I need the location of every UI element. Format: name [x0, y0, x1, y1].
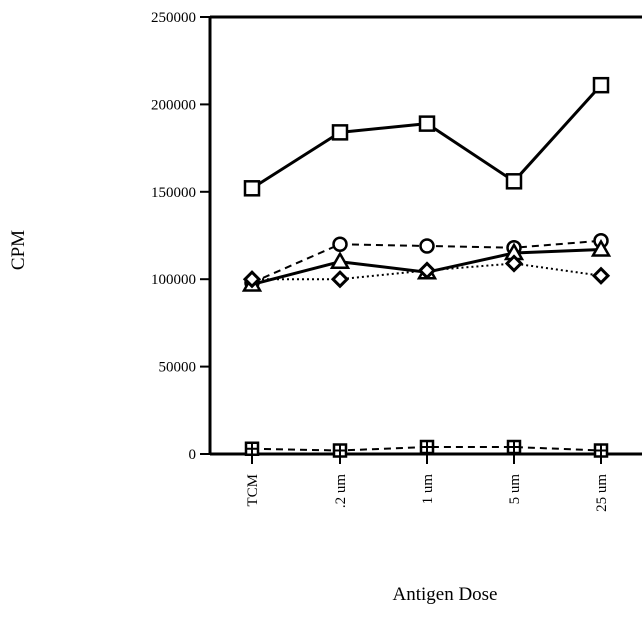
triangle-marker [329, 251, 351, 269]
series-line [251, 84, 603, 190]
crossed-square-marker [593, 443, 609, 458]
x-tick-label: 5 um [507, 474, 523, 505]
y-tick-label: 100000 [151, 272, 196, 288]
plot-frame [208, 15, 642, 456]
series-crossed-square [244, 439, 609, 458]
crossed-square-marker [506, 439, 522, 455]
y-axis-label: CPM [8, 230, 29, 270]
y-tick-label: 150000 [151, 185, 196, 201]
square-marker [243, 180, 261, 197]
y-tick-label: 250000 [151, 10, 196, 26]
y-tick-label: 0 [189, 447, 197, 463]
series-circle [244, 232, 609, 291]
triangle-marker [590, 238, 612, 257]
square-marker [505, 173, 523, 190]
y-tick-label: 50000 [159, 360, 197, 376]
crossed-square-marker [244, 441, 260, 457]
circle-marker [332, 236, 348, 252]
x-tick-label: 1 um [420, 474, 436, 505]
series-line [251, 446, 602, 452]
y-tick-label: 200000 [151, 97, 196, 113]
square-marker [592, 76, 610, 94]
diamond-marker [417, 261, 437, 280]
series-layer [241, 76, 612, 458]
crossed-square-marker [332, 443, 348, 458]
x-tick-label: TCM [245, 474, 261, 507]
diamond-marker [504, 254, 524, 273]
square-marker [331, 124, 349, 141]
square-marker [418, 115, 436, 132]
series-diamond [242, 254, 611, 289]
x-tick-label: 25 um [594, 474, 610, 512]
x-axis-label: Antigen Dose [392, 584, 497, 605]
diamond-marker [591, 266, 611, 285]
x-ticks: TCM .2 um 1 um 5 um 25 um [245, 454, 610, 512]
diamond-marker [242, 270, 262, 289]
y-ticks: 0 50000 100000 150000 200000 250000 [151, 10, 210, 463]
circle-marker [419, 238, 435, 254]
diamond-marker [330, 270, 350, 289]
series-square [243, 76, 610, 197]
crossed-square-marker [419, 439, 435, 455]
x-tick-label: .2 um [333, 474, 349, 509]
